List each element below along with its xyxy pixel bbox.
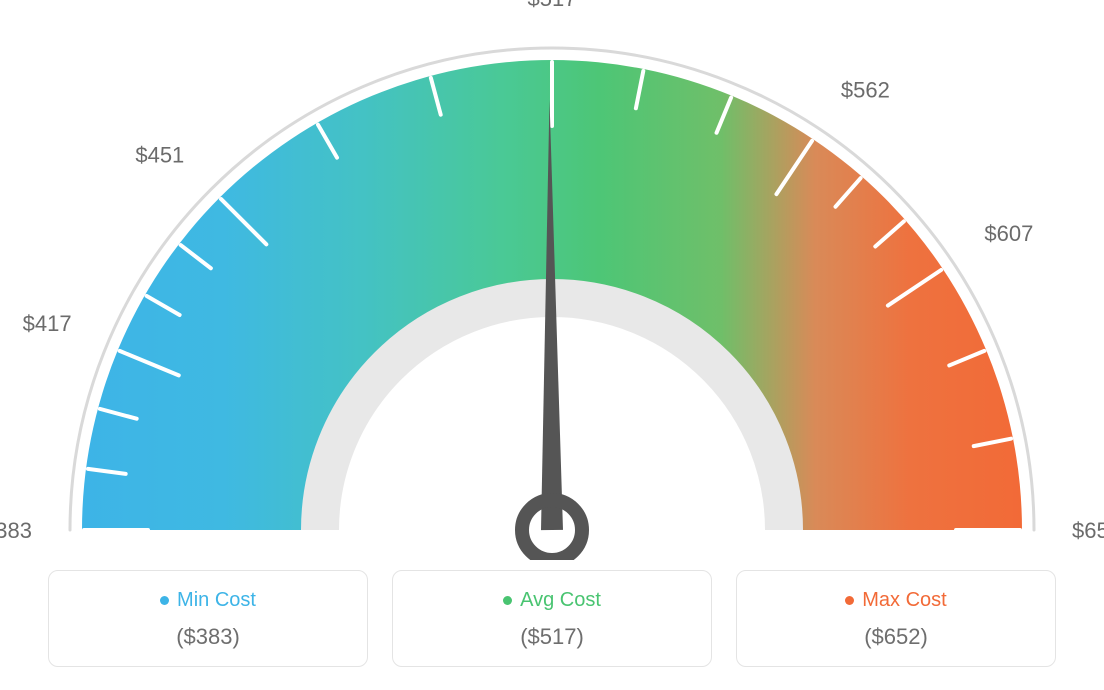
svg-text:$517: $517 (528, 0, 577, 11)
svg-text:$607: $607 (984, 221, 1033, 246)
svg-text:$562: $562 (841, 78, 890, 103)
legend-label-max: Max Cost (862, 589, 946, 612)
legend-row: Min Cost ($383) Avg Cost ($517) Max Cost… (0, 570, 1104, 667)
svg-text:$451: $451 (135, 142, 184, 167)
legend-dot-min (160, 596, 169, 605)
legend-dot-avg (503, 596, 512, 605)
legend-label-avg: Avg Cost (520, 589, 601, 612)
legend-value-max: ($652) (747, 624, 1045, 650)
legend-card-avg: Avg Cost ($517) (392, 570, 712, 667)
legend-dot-max (845, 596, 854, 605)
legend-card-min: Min Cost ($383) (48, 570, 368, 667)
gauge-svg: $383 $417 $451 $517 $562 $607 $652 (0, 0, 1104, 560)
legend-value-avg: ($517) (403, 624, 701, 650)
svg-text:$417: $417 (23, 311, 72, 336)
legend-value-min: ($383) (59, 624, 357, 650)
svg-text:$652: $652 (1072, 518, 1104, 543)
legend-label-min: Min Cost (177, 589, 256, 612)
cost-gauge: $383 $417 $451 $517 $562 $607 $652 (0, 0, 1104, 560)
svg-text:$383: $383 (0, 518, 32, 543)
legend-card-max: Max Cost ($652) (736, 570, 1056, 667)
